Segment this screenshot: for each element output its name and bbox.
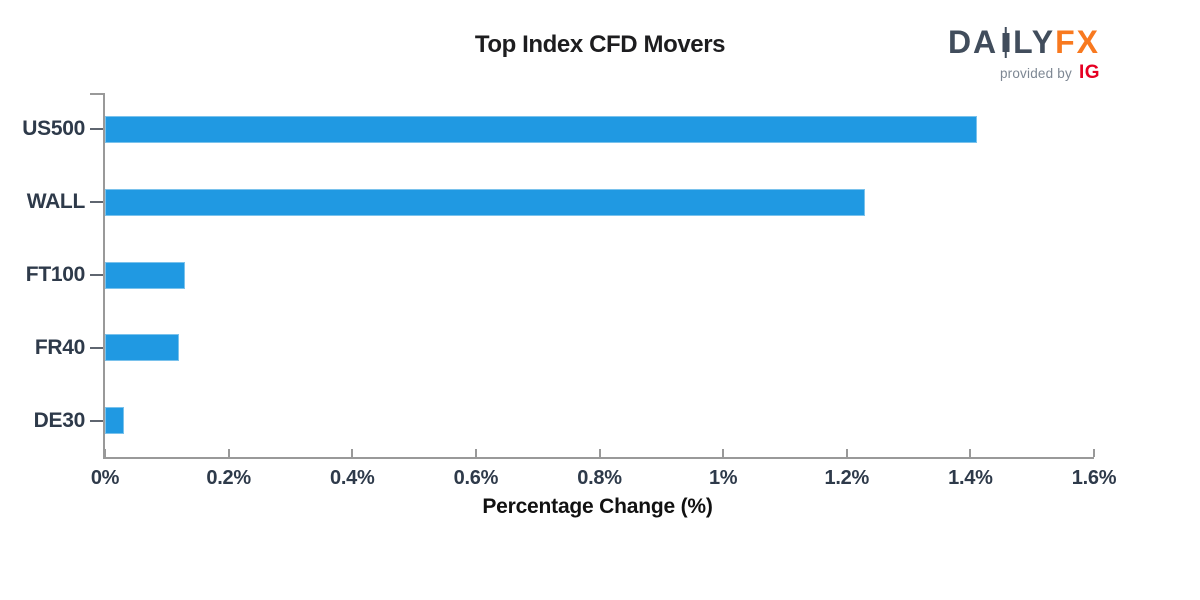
x-tick-mark <box>969 449 972 457</box>
bar-us500 <box>105 115 977 143</box>
bar-de30 <box>105 407 124 435</box>
x-tick-label: 1.2% <box>824 467 870 489</box>
x-tick-label: 1.6% <box>1071 467 1117 489</box>
x-tick-mark <box>227 449 230 457</box>
x-tick-label: 0.8% <box>577 467 622 489</box>
x-tick-mark <box>474 449 477 457</box>
x-tick-label: 0% <box>90 467 120 489</box>
plot-area: US500 WALL FT100 FR40 DE30 0% 0.2% 0.4% 0.6% 0.8%… <box>22 93 1116 489</box>
chart-title: Top Index CFD Movers <box>474 31 726 58</box>
x-tick-label: 1% <box>708 467 738 489</box>
dailyfx-wordmark: DA LYFX <box>948 26 1100 58</box>
x-tick-mark <box>1093 449 1095 457</box>
bar-ft100 <box>105 261 186 289</box>
x-tick-mark <box>598 449 601 457</box>
y-tick-mark <box>90 274 103 276</box>
x-tick-label: 0.4% <box>330 467 375 489</box>
x-tick-label: 0.2% <box>206 467 251 489</box>
dailyfx-logo: DA LYFX provided by IG <box>948 26 1100 84</box>
provided-by-text: provided by <box>999 65 1072 81</box>
y-axis-top-tick <box>90 93 103 95</box>
x-tick-mark <box>845 449 848 457</box>
ig-logo: IG <box>1078 62 1100 83</box>
category-label: FT100 <box>25 263 86 286</box>
x-tick-mark <box>104 449 106 457</box>
y-tick-mark <box>90 346 103 349</box>
bar-wall <box>105 188 866 216</box>
category-label: US500 <box>22 117 85 141</box>
category-label: WALL <box>26 190 86 214</box>
x-tick-mark <box>351 449 354 457</box>
bar-fr40 <box>105 334 180 362</box>
candlestick-icon <box>1001 27 1010 58</box>
category-label: FR40 <box>34 335 85 359</box>
x-tick-label: 1.4% <box>948 467 993 489</box>
logo-text-da: DA <box>947 24 999 60</box>
logo-text-ly: LY <box>1013 24 1056 60</box>
provided-by-line: provided by IG <box>948 62 1100 84</box>
x-tick-label: 0.6% <box>453 467 499 489</box>
logo-text-fx: FX <box>1055 24 1100 60</box>
x-tick-mark <box>722 449 725 457</box>
y-tick-mark <box>90 419 103 422</box>
y-tick-mark <box>90 201 103 204</box>
category-label: DE30 <box>33 408 86 432</box>
x-axis-title: Percentage Change (%) <box>482 495 713 518</box>
y-tick-mark <box>90 128 103 131</box>
